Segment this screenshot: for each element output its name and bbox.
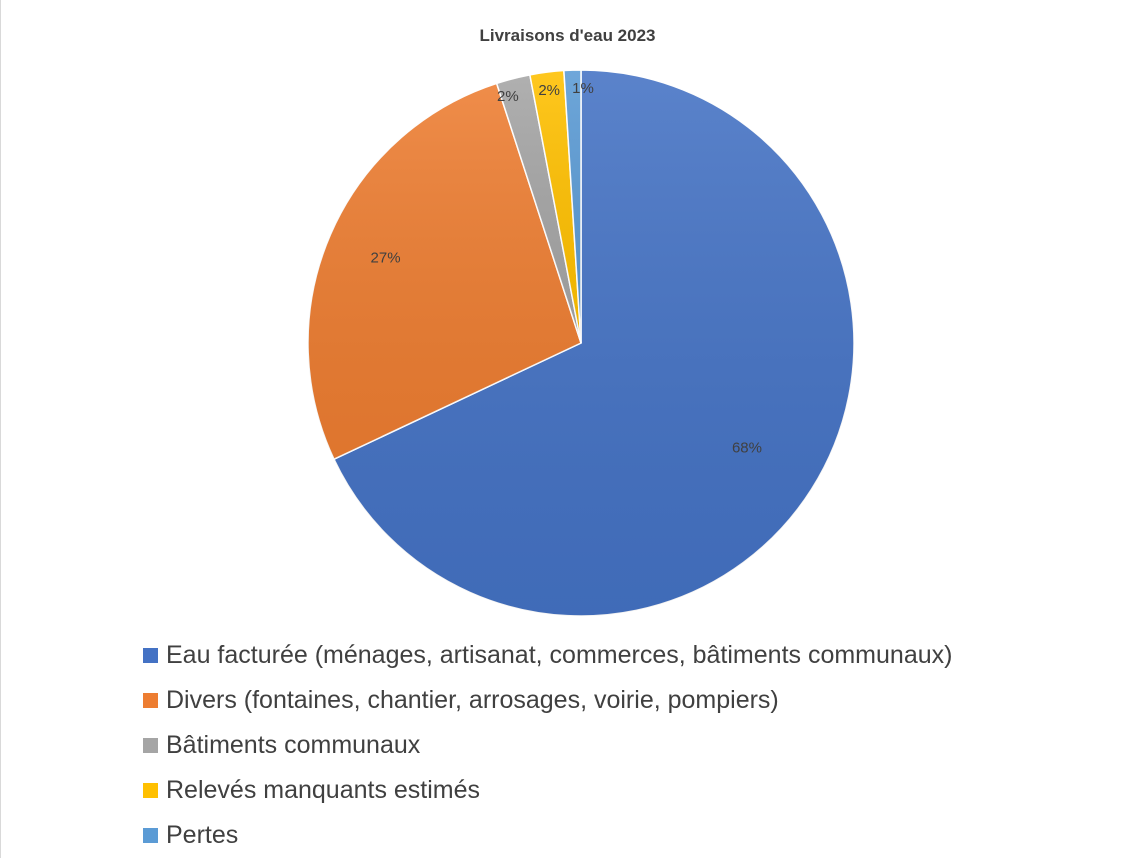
pie-slice-shade (529, 70, 581, 344)
legend-swatch (143, 738, 158, 753)
legend-item: Eau facturée (ménages, artisanat, commer… (143, 633, 952, 678)
legend-swatch (143, 693, 158, 708)
legend-item: Pertes (143, 813, 952, 858)
pie-slice-shade (563, 70, 581, 343)
legend-label: Bâtiments communaux (166, 731, 421, 759)
data-label: 2% (497, 88, 519, 105)
chart-title: Livraisons d'eau 2023 (479, 26, 656, 45)
pie-slice-shade (308, 83, 581, 460)
legend-swatch (143, 828, 158, 843)
data-label: 1% (572, 80, 594, 97)
data-label: 68% (732, 439, 762, 456)
legend-item: Divers (fontaines, chantier, arrosages, … (143, 678, 952, 723)
legend-item: Relevés manquants estimés (143, 768, 952, 813)
legend-label: Divers (fontaines, chantier, arrosages, … (166, 686, 779, 714)
pie-slice-shade (496, 74, 581, 344)
data-label: 27% (371, 249, 401, 266)
legend-label: Relevés manquants estimés (166, 776, 481, 804)
data-label: 2% (538, 82, 560, 99)
pie-chart: 68% 27% 2% 2% 1% (307, 69, 855, 617)
legend: Eau facturée (ménages, artisanat, commer… (143, 633, 952, 858)
legend-label: Pertes (166, 821, 239, 849)
legend-item: Bâtiments communaux (143, 723, 952, 768)
pie-slice-shade (333, 70, 855, 617)
legend-label: Eau facturée (ménages, artisanat, commer… (166, 641, 953, 669)
legend-swatch (143, 783, 158, 798)
legend-swatch (143, 648, 158, 663)
